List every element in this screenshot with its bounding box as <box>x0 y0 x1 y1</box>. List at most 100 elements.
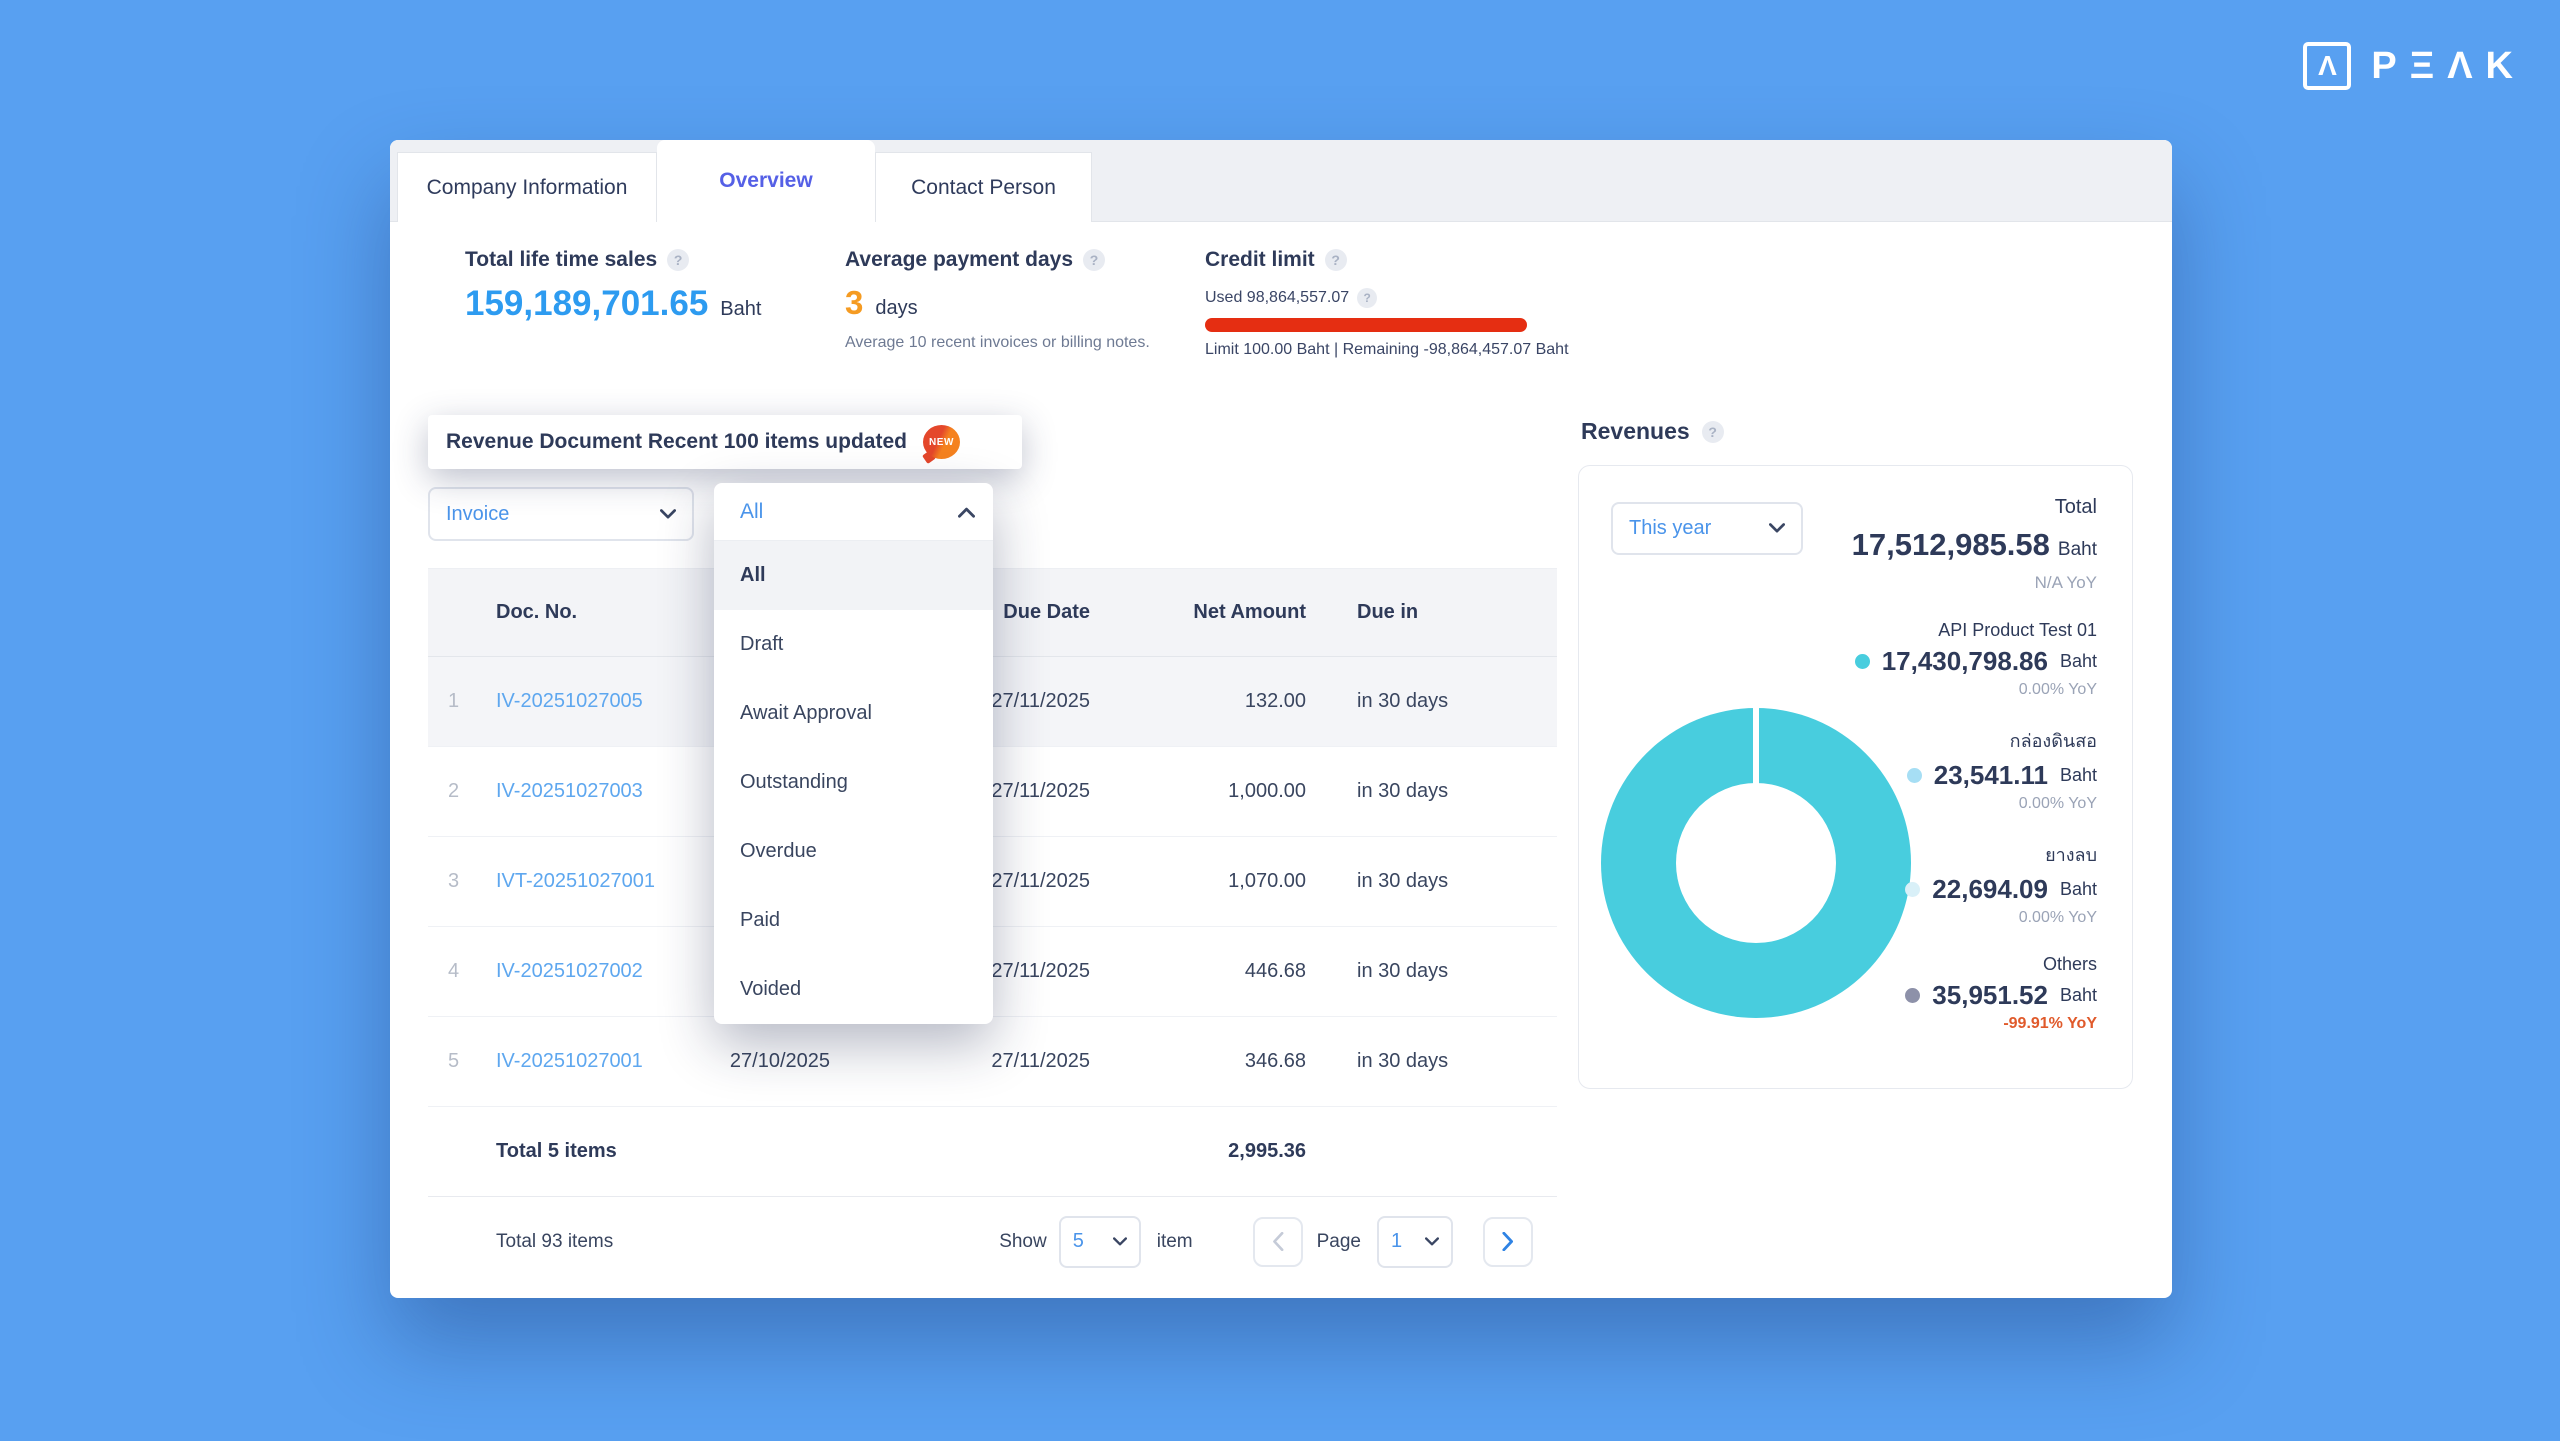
stat-label-row: Average payment days ? <box>845 248 1150 272</box>
avg-days-value: 3 <box>845 284 864 321</box>
table-row: 4 IV-20251027002 27/11/2025 446.68 in 30… <box>428 927 1557 1017</box>
chevron-right-icon <box>1502 1232 1514 1251</box>
due-date-cell: 27/11/2025 <box>991 780 1090 802</box>
col-due-date-header: Due Date <box>1003 601 1090 623</box>
peak-logo-text: PΞΛK <box>2371 44 2526 87</box>
table-row: 2 IV-20251027003 27/11/2025 1,000.00 in … <box>428 747 1557 837</box>
legend-name: Others <box>2042 954 2097 974</box>
due-in-cell: in 30 days <box>1357 780 1449 802</box>
revenue-document-title: Revenue Document Recent 100 items update… <box>446 430 907 453</box>
status-option-draft[interactable]: Draft <box>740 633 784 655</box>
revenues-heading: Revenues ? <box>1581 418 1724 445</box>
peak-caret-glyph: Λ <box>2318 50 2337 81</box>
summary-net-amount: 2,995.36 <box>1228 1140 1306 1162</box>
show-label: Show <box>999 1230 1047 1252</box>
due-date-cell: 27/11/2025 <box>991 690 1090 712</box>
legend-item: API Product Test 01 17,430,798.86 Baht 0… <box>1852 620 2097 699</box>
avg-days-caption: Average 10 recent invoices or billing no… <box>845 334 1150 351</box>
status-option-paid[interactable]: Paid <box>740 909 781 931</box>
page-size-select[interactable]: 5 <box>1058 1215 1141 1268</box>
tab-label: Overview <box>719 169 813 192</box>
row-index: 1 <box>448 690 460 712</box>
chevron-down-icon <box>660 508 676 520</box>
revenue-document-header: Revenue Document Recent 100 items update… <box>428 415 1022 469</box>
legend-unit: Baht <box>2059 651 2097 671</box>
lifetime-sales-value: 159,189,701.65 <box>465 284 709 323</box>
stat-label: Credit limit <box>1205 248 1315 271</box>
row-index: 2 <box>448 780 460 802</box>
stat-average-payment-days: Average payment days ? 3 days Average 10… <box>845 248 1150 352</box>
row-index: 4 <box>448 960 460 982</box>
doc-link[interactable]: IVT-20251027001 <box>496 870 656 892</box>
doc-link[interactable]: IV-20251027003 <box>496 780 643 802</box>
page-number-select[interactable]: 1 <box>1377 1215 1453 1268</box>
tab-contact-person[interactable]: Contact Person <box>875 152 1092 222</box>
next-page-button[interactable] <box>1483 1216 1533 1267</box>
col-doc-no-header: Doc. No. <box>496 601 578 623</box>
doc-link[interactable]: IV-20251027002 <box>496 960 643 982</box>
help-icon[interactable]: ? <box>1083 249 1105 271</box>
tab-label: Contact Person <box>911 175 1056 199</box>
revenues-total-value: 17,512,985.58 <box>1851 527 2050 562</box>
period-value: This year <box>1629 517 1712 539</box>
legend-name: กล่องดินสอ <box>2009 731 2097 751</box>
doc-link[interactable]: IV-20251027001 <box>496 1050 643 1072</box>
customer-overview-card: Company Information Overview Contact Per… <box>390 140 2172 1298</box>
legend-name: ยางลบ <box>2045 845 2097 865</box>
col-net-amount-header: Net Amount <box>1193 601 1306 623</box>
stat-label: Average payment days <box>845 248 1073 271</box>
revenues-yoy: N/A YoY <box>2034 573 2097 592</box>
chevron-up-icon <box>958 506 975 518</box>
status-option-await-approval[interactable]: Await Approval <box>740 702 872 724</box>
help-icon[interactable]: ? <box>1701 420 1724 443</box>
help-icon[interactable]: ? <box>667 249 690 271</box>
chevron-down-icon <box>1112 1236 1127 1247</box>
row-index: 3 <box>448 870 460 892</box>
tab-company-information[interactable]: Company Information <box>397 152 657 222</box>
net-amount-cell: 346.68 <box>1244 1050 1306 1072</box>
tab-overview[interactable]: Overview <box>657 140 875 222</box>
legend-dot <box>1905 988 1921 1003</box>
doc-type-select[interactable]: Invoice <box>428 487 694 541</box>
net-amount-cell: 1,000.00 <box>1228 780 1306 802</box>
revenues-summary: Total 17,512,985.58 Baht N/A YoY API Prod… <box>1852 496 2097 1033</box>
stat-label-row: Total life time sales ? <box>465 248 761 272</box>
status-option-all[interactable]: All <box>714 541 993 610</box>
revenues-panel: This year Total 17,512,985.58 Baht N/A Yo… <box>1578 465 2133 1089</box>
legend-dot <box>1906 768 1922 783</box>
revenues-title: Revenues <box>1581 418 1690 444</box>
due-date-cell: 27/11/2025 <box>991 960 1090 982</box>
prev-page-button[interactable] <box>1252 1216 1303 1267</box>
net-amount-cell: 132.00 <box>1244 690 1306 712</box>
legend-value: 17,430,798.86 <box>1881 646 2048 676</box>
legend-yoy: 0.00% YoY <box>2018 909 2097 926</box>
revenue-donut-chart <box>1601 708 1911 1018</box>
new-badge-label: NEW <box>929 436 954 448</box>
tab-label: Company Information <box>426 175 628 199</box>
stat-total-lifetime-sales: Total life time sales ? 159,189,701.65 B… <box>465 248 761 324</box>
issue-date-cell: 27/10/2025 <box>729 1050 830 1072</box>
legend-yoy: 0.00% YoY <box>2018 681 2097 698</box>
stat-value-row: 159,189,701.65 Baht <box>465 284 761 324</box>
status-option-outstanding[interactable]: Outstanding <box>740 771 848 793</box>
legend-item: กล่องดินสอ 23,541.11 Baht 0.00% YoY <box>1852 726 2097 813</box>
item-label: item <box>1156 1230 1193 1252</box>
row-index: 5 <box>448 1050 460 1072</box>
doc-link[interactable]: IV-20251027005 <box>496 690 643 712</box>
help-icon[interactable]: ? <box>1357 288 1378 308</box>
status-option-overdue[interactable]: Overdue <box>740 840 817 862</box>
stat-label: Total life time sales <box>465 248 658 271</box>
status-option-voided[interactable]: Voided <box>740 978 802 1000</box>
status-filter-value: All <box>740 499 764 523</box>
legend-unit: Baht <box>2059 765 2097 785</box>
lifetime-sales-unit: Baht <box>720 298 762 320</box>
table-pagination-row: Total 93 items Show 5 item <box>428 1197 1557 1286</box>
help-icon[interactable]: ? <box>1324 249 1347 271</box>
status-filter-select[interactable]: All <box>714 483 993 541</box>
summary-label: Total 5 items <box>496 1140 617 1162</box>
legend-name: API Product Test 01 <box>1938 620 2097 640</box>
legend-item: ยางลบ 22,694.09 Baht 0.00% YoY <box>1852 840 2097 927</box>
revenues-total-value-row: 17,512,985.58 Baht <box>1852 527 2097 563</box>
period-select[interactable]: This year <box>1611 502 1803 555</box>
